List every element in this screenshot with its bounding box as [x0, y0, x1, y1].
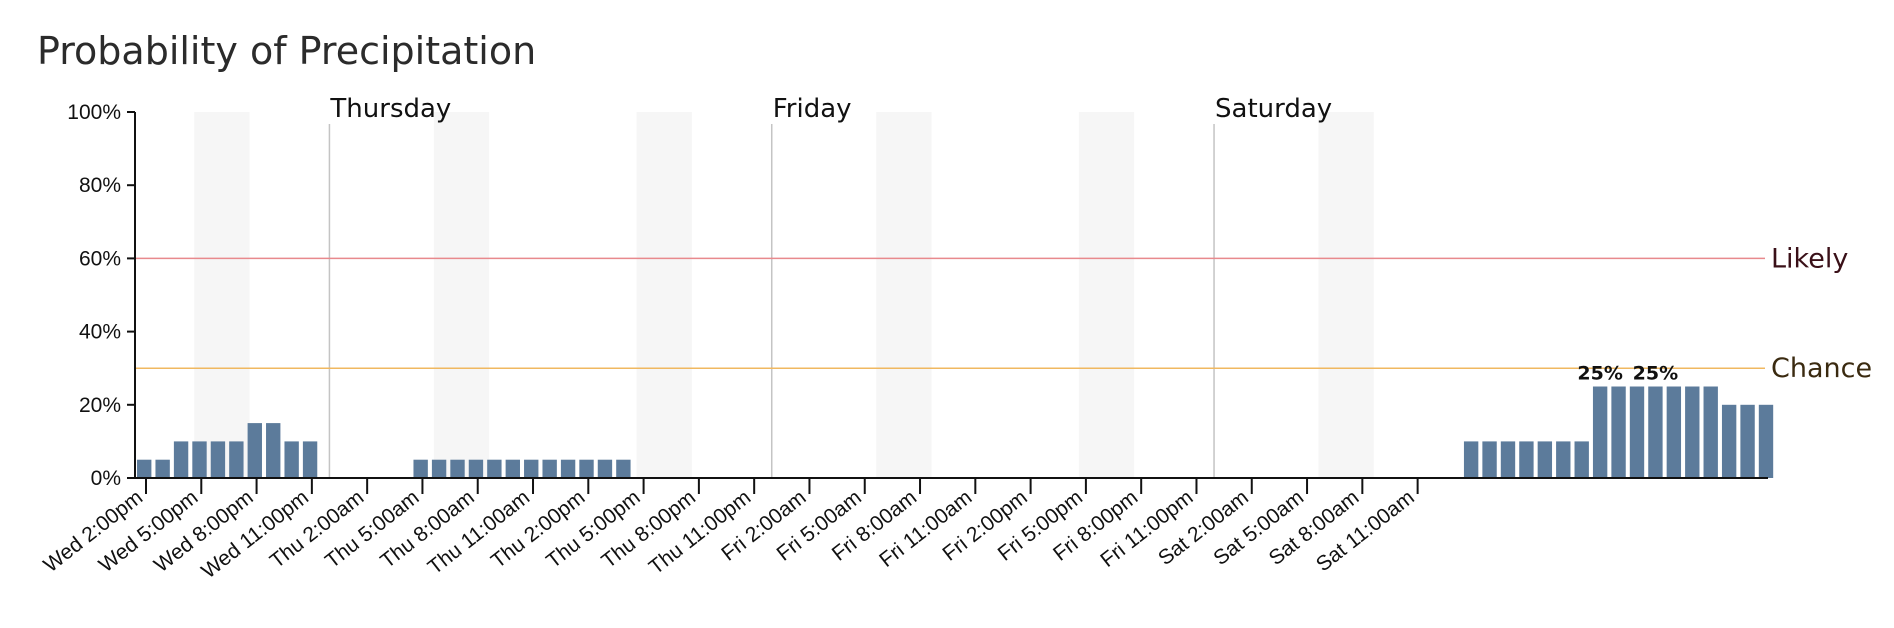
y-tick-label: 60% — [79, 247, 121, 270]
night-band — [194, 112, 250, 478]
bar — [210, 441, 226, 478]
data-label: 25% — [1577, 363, 1622, 385]
bar — [266, 423, 281, 478]
bar — [1611, 386, 1626, 478]
bar — [431, 459, 447, 478]
bar — [1740, 404, 1755, 478]
bar — [1519, 441, 1534, 478]
bars — [137, 386, 1774, 478]
bar — [1629, 386, 1645, 478]
data-labels: 25% 25% — [1577, 363, 1678, 385]
chart-title: Probability of Precipitation — [37, 29, 536, 73]
night-band — [636, 112, 692, 478]
bar — [450, 459, 465, 478]
day-label: Saturday — [1215, 94, 1332, 124]
bar — [302, 441, 318, 478]
y-tick-label: 20% — [79, 394, 121, 417]
bar — [1685, 386, 1700, 478]
bar — [1482, 441, 1497, 478]
bar — [137, 459, 152, 478]
bar — [284, 441, 299, 478]
bar — [192, 441, 207, 478]
day-markers: Thursday Friday Saturday — [328, 94, 1332, 478]
bar — [597, 459, 613, 478]
bar — [1721, 404, 1737, 478]
bar — [173, 441, 189, 478]
night-band — [1078, 112, 1135, 478]
bar — [1703, 386, 1718, 478]
bar — [1592, 386, 1608, 478]
bar — [560, 459, 576, 478]
bar — [524, 459, 539, 478]
bar — [1648, 386, 1663, 478]
bar — [1666, 386, 1682, 478]
bar — [542, 459, 557, 478]
bar — [1500, 441, 1516, 478]
data-label: 25% — [1633, 363, 1678, 385]
threshold-lines: Likely Chance — [135, 243, 1872, 384]
y-tick-label: 100% — [67, 101, 121, 124]
bar — [505, 459, 520, 478]
bar — [229, 441, 244, 478]
bar — [468, 459, 484, 478]
night-band — [876, 112, 932, 478]
bar — [155, 459, 170, 478]
bar — [487, 459, 502, 478]
bar — [1758, 404, 1774, 478]
bar — [1463, 441, 1479, 478]
bar — [1574, 441, 1589, 478]
threshold-label: Chance — [1771, 353, 1872, 384]
day-label: Friday — [773, 94, 852, 124]
bar — [413, 459, 428, 478]
y-tick-label: 80% — [79, 174, 121, 197]
bar — [616, 459, 631, 478]
bar — [1537, 441, 1553, 478]
night-band — [433, 112, 490, 478]
day-label: Thursday — [329, 94, 451, 124]
bar — [579, 459, 594, 478]
y-tick-label: 0% — [91, 467, 121, 490]
bar — [1556, 441, 1571, 478]
night-band — [1318, 112, 1374, 478]
night-bands — [194, 112, 1374, 478]
threshold-label: Likely — [1771, 243, 1848, 274]
y-tick-label: 40% — [79, 321, 121, 344]
bar — [247, 423, 262, 478]
